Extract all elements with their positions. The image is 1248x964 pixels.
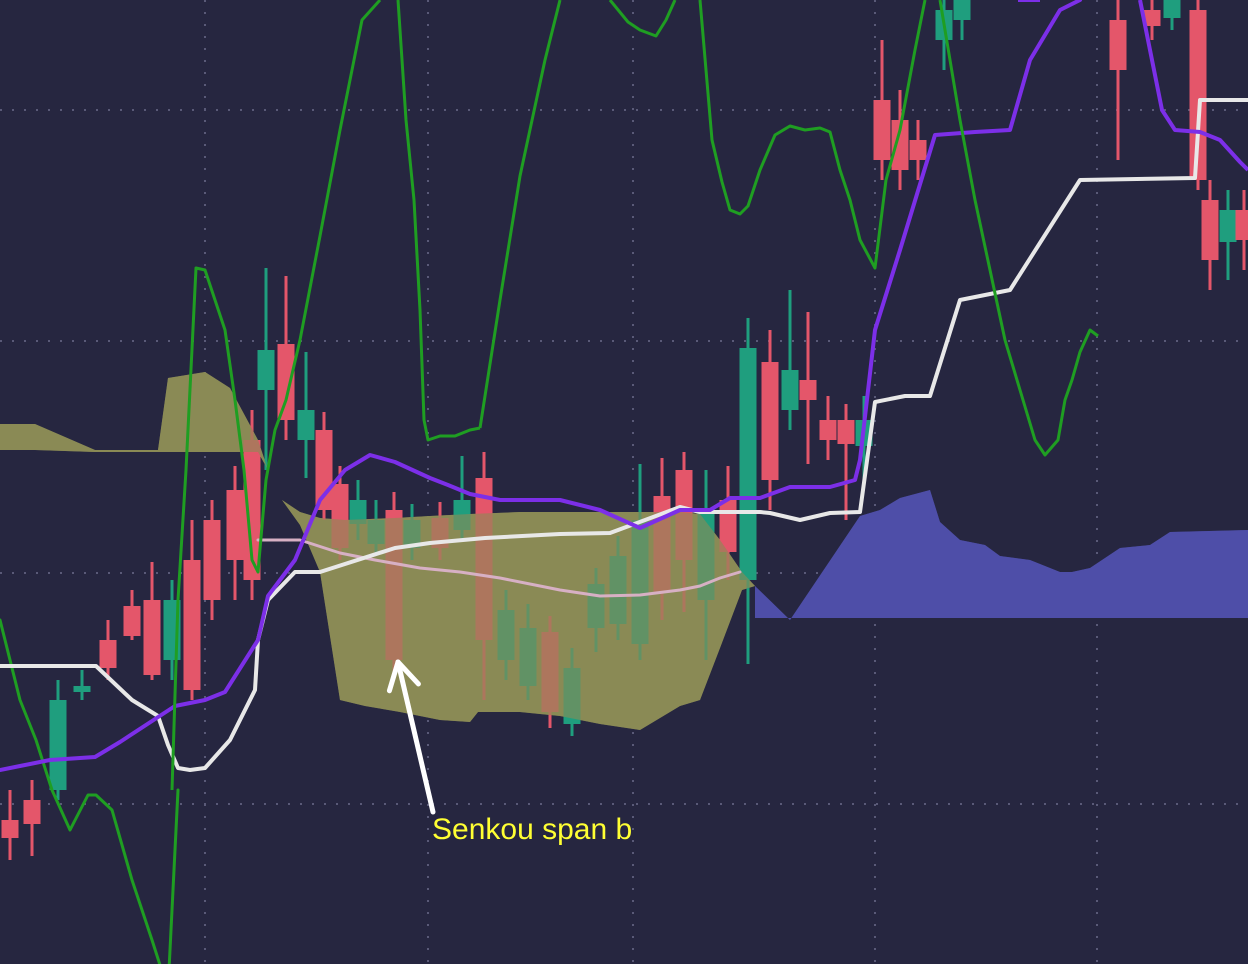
candlestick bbox=[143, 562, 161, 680]
candlestick bbox=[1201, 180, 1219, 290]
line-tenkan-sen bbox=[0, 0, 1082, 772]
candlestick bbox=[99, 620, 117, 680]
candle-body bbox=[23, 800, 41, 824]
candlestick bbox=[226, 466, 244, 600]
candle-body bbox=[891, 120, 909, 170]
candle-body bbox=[183, 560, 201, 690]
candle-body bbox=[123, 606, 141, 636]
cloud-bullish-overlay bbox=[755, 490, 1248, 620]
line-chikou-segment bbox=[170, 0, 382, 791]
line-senkou bbox=[256, 538, 742, 598]
candlestick bbox=[1163, 0, 1181, 30]
arrow-shaft bbox=[395, 659, 436, 815]
candle-body bbox=[99, 640, 117, 668]
candle-body bbox=[837, 420, 855, 444]
candlestick bbox=[1109, 0, 1127, 160]
candle-body bbox=[1163, 0, 1181, 18]
line-chikou-segment bbox=[698, 0, 927, 270]
annotation-label-senkou-span-b: Senkou span b bbox=[432, 813, 633, 846]
candle-body bbox=[1189, 10, 1207, 180]
arrow-head-barb bbox=[386, 659, 401, 694]
candlestick bbox=[203, 500, 221, 620]
candlestick bbox=[739, 318, 757, 664]
candlestick bbox=[23, 780, 41, 856]
candle-body bbox=[277, 344, 295, 420]
cloud-bearish-overlay bbox=[0, 372, 755, 730]
candle-body bbox=[1235, 210, 1248, 240]
candlestick bbox=[123, 590, 141, 640]
candlestick bbox=[277, 276, 295, 440]
candle-body bbox=[49, 700, 67, 790]
candle-body bbox=[243, 440, 261, 580]
candlestick bbox=[257, 268, 275, 470]
candle-body bbox=[819, 420, 837, 440]
candle-body bbox=[761, 362, 779, 480]
candlestick bbox=[73, 670, 91, 700]
candle-body bbox=[73, 686, 91, 692]
line-chikou bbox=[0, 618, 180, 964]
line-chikou-segment bbox=[938, 0, 1099, 457]
candle-body bbox=[909, 140, 927, 160]
annotation-arrow bbox=[386, 659, 436, 815]
candle-body bbox=[799, 380, 817, 400]
candle-body bbox=[1201, 200, 1219, 260]
candle-body bbox=[873, 100, 891, 160]
line-chikou-segment bbox=[478, 0, 562, 429]
candle-body bbox=[257, 350, 275, 390]
candlestick bbox=[953, 0, 971, 40]
candlestick bbox=[891, 90, 909, 190]
candlestick bbox=[837, 404, 855, 520]
candlestick bbox=[49, 680, 67, 800]
candle-body bbox=[1219, 210, 1237, 242]
candle-body bbox=[781, 370, 799, 410]
candlestick bbox=[909, 120, 927, 180]
candlestick bbox=[297, 352, 315, 478]
candle-body bbox=[203, 520, 221, 600]
candle-body bbox=[1, 820, 19, 838]
candle-body bbox=[739, 348, 757, 580]
candlestick bbox=[1143, 0, 1161, 40]
candlestick bbox=[1219, 190, 1237, 280]
candle-body bbox=[297, 410, 315, 440]
candle-body bbox=[953, 0, 971, 20]
candlestick bbox=[819, 396, 837, 460]
arrow-head-barb bbox=[395, 659, 421, 687]
candlestick bbox=[1235, 190, 1248, 270]
line-kijun-sen bbox=[0, 98, 1248, 772]
candlestick bbox=[1, 790, 19, 860]
candlestick bbox=[183, 520, 201, 700]
candlestick bbox=[781, 290, 799, 430]
candlestick bbox=[799, 312, 817, 464]
line-tenkan-segment bbox=[1138, 0, 1248, 172]
candlestick bbox=[873, 40, 891, 180]
candle-body bbox=[143, 600, 161, 675]
candlestick bbox=[761, 330, 779, 510]
candle-body bbox=[1143, 10, 1161, 26]
line-chikou-segment bbox=[608, 0, 677, 38]
line-chikou-segment bbox=[396, 0, 481, 442]
candle-body bbox=[349, 500, 367, 524]
candle-body bbox=[1109, 20, 1127, 70]
candle-body bbox=[226, 490, 244, 560]
